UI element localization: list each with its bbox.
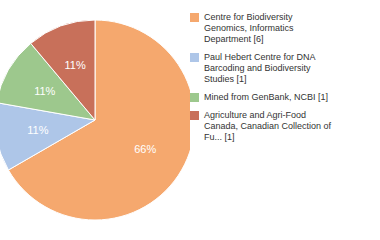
html-text:Centre for Biodiversity Genomi: Centre for Biodiversity Genomics, Inform…: [204, 12, 294, 44]
svg-text:11%: 11%: [34, 85, 55, 97]
svg-text:11%: 11%: [65, 59, 86, 71]
svg-text:11%: 11%: [27, 124, 48, 136]
html-text:Agriculture and Agri-Food Cana: Agriculture and Agri-Food Canada, Canadi…: [204, 110, 332, 142]
svg-text:66%: 66%: [134, 143, 156, 155]
html-text:Paul Hebert Centre for DNA Bar: Paul Hebert Centre for DNA Barcoding and…: [204, 52, 316, 84]
html-text:Mined from GenBank, NCBI [1]: Mined from GenBank, NCBI [1]: [204, 92, 329, 102]
